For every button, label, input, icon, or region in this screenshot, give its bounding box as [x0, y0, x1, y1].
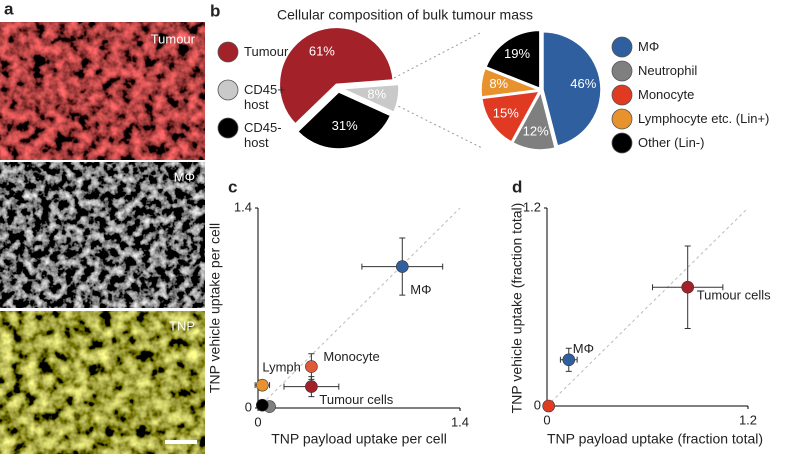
legend-label: Monocyte — [638, 87, 695, 102]
point — [305, 360, 318, 373]
connector — [393, 31, 483, 79]
slice-label: 46% — [570, 76, 596, 91]
image-texture — [0, 311, 205, 454]
y-axis-label: TNP vehicle uptake (fraction total) — [509, 203, 525, 414]
point-label: Lymph — [262, 360, 301, 375]
chart-title: Cellular composition of bulk tumour mass — [277, 7, 533, 23]
slice-label: 8% — [367, 86, 386, 101]
image-texture — [0, 162, 205, 308]
pie-slice — [341, 83, 400, 114]
slice-label: 19% — [504, 46, 530, 61]
point-label: MΦ — [410, 282, 431, 297]
x-tick-label: 1.4 — [451, 414, 469, 429]
legend-label: Tumour — [244, 44, 289, 59]
slice-label: 8% — [489, 76, 508, 91]
panel-label: a — [4, 0, 14, 18]
point-label: MΦ — [573, 341, 594, 356]
x-tick-label: 1.2 — [739, 412, 757, 427]
pie-slice — [480, 90, 541, 143]
y-axis-label: TNP vehicle uptake per cell — [207, 223, 223, 393]
pie-slice — [511, 89, 557, 151]
legend-swatch — [217, 79, 239, 101]
legend-label: CD45+ host — [244, 82, 285, 112]
x-axis-label: TNP payload uptake (fraction total) — [547, 431, 763, 447]
y-tick-label: 0 — [245, 399, 252, 414]
pie-slice — [484, 29, 541, 90]
point-label: Monocyte — [323, 349, 379, 364]
point — [256, 378, 269, 392]
x-tick-label: 0 — [543, 412, 550, 427]
legend-label: MΦ — [638, 39, 660, 54]
slice-label: 12% — [523, 124, 549, 139]
x-tick-label: 0 — [254, 414, 261, 429]
pie-slice — [480, 67, 540, 98]
y-tick-label: 1.4 — [234, 199, 252, 214]
panel-label: d — [512, 177, 522, 196]
scale-bar — [165, 440, 197, 444]
slice-label: 31% — [332, 118, 358, 133]
image-label: TNP — [169, 318, 195, 333]
image-texture — [0, 22, 205, 160]
slice-label: 15% — [493, 105, 519, 120]
point-label: Tumour cells — [697, 288, 771, 303]
y-tick-label: 0 — [534, 397, 541, 412]
point — [681, 280, 695, 294]
legend-swatch — [217, 41, 239, 63]
legend-swatch — [611, 60, 633, 82]
legend-label: Other (Lin-) — [638, 135, 705, 150]
legend-swatch — [611, 36, 633, 58]
legend-label: CD45- host — [244, 120, 282, 150]
diagonal — [546, 207, 749, 407]
image-label: Tumour — [151, 31, 196, 46]
point — [562, 353, 576, 367]
panel-label: b — [210, 1, 220, 20]
pie-slice — [542, 30, 602, 147]
point — [256, 398, 269, 412]
legend-swatch — [611, 132, 633, 154]
pie-slice — [296, 91, 392, 150]
point — [305, 380, 318, 393]
legend-swatch — [611, 84, 633, 106]
x-axis-label: TNP payload uptake per cell — [271, 431, 447, 447]
legend-swatch — [611, 108, 633, 130]
point-label: Tumour cells — [319, 392, 393, 407]
legend-label: Neutrophil — [638, 63, 698, 78]
pie-slice — [278, 26, 394, 126]
image-label: MΦ — [174, 169, 195, 184]
legend-label: Lymphocyte etc. (Lin+) — [638, 111, 770, 126]
panel-label: c — [228, 177, 237, 196]
point — [395, 260, 409, 273]
point — [542, 399, 555, 413]
slice-label: 61% — [309, 44, 335, 59]
connector — [393, 103, 483, 149]
diagonal — [257, 207, 461, 409]
legend-swatch — [217, 117, 239, 139]
y-tick-label: 1.2 — [523, 199, 541, 214]
